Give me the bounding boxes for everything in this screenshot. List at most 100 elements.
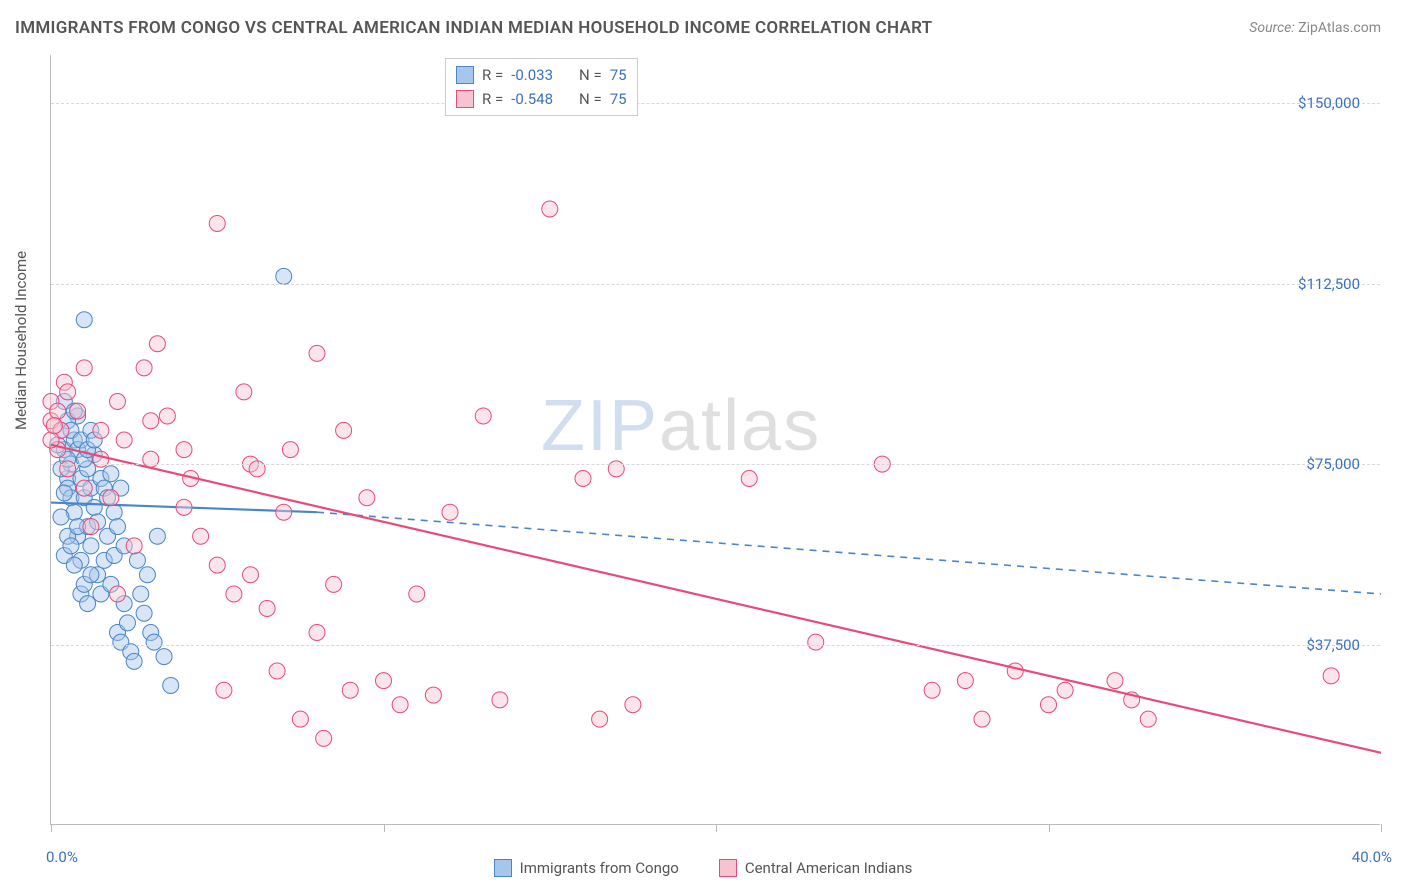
data-point bbox=[176, 442, 192, 458]
source-attribution: Source: ZipAtlas.com bbox=[1249, 20, 1381, 36]
gridline bbox=[51, 464, 1380, 465]
legend-item: Central American Indians bbox=[719, 859, 913, 877]
data-point bbox=[1323, 668, 1339, 684]
data-point bbox=[193, 528, 209, 544]
data-point bbox=[110, 586, 126, 602]
data-point bbox=[86, 499, 102, 515]
legend-item: Immigrants from Congo bbox=[494, 859, 679, 877]
data-point bbox=[93, 422, 109, 438]
data-point bbox=[56, 485, 72, 501]
data-point bbox=[209, 215, 225, 231]
data-point bbox=[309, 345, 325, 361]
legend-swatch bbox=[456, 66, 474, 84]
data-point bbox=[282, 442, 298, 458]
trend-line-dashed bbox=[317, 512, 1381, 594]
data-point bbox=[592, 711, 608, 727]
data-point bbox=[70, 403, 86, 419]
data-point bbox=[1057, 682, 1073, 698]
data-point bbox=[66, 557, 82, 573]
data-point bbox=[276, 504, 292, 520]
data-point bbox=[76, 360, 92, 376]
data-point bbox=[76, 312, 92, 328]
data-point bbox=[342, 682, 358, 698]
data-point bbox=[409, 586, 425, 602]
data-point bbox=[575, 471, 591, 487]
data-point bbox=[1007, 663, 1023, 679]
gridline bbox=[51, 284, 1380, 285]
x-tick bbox=[1381, 824, 1382, 832]
x-tick bbox=[51, 824, 52, 832]
data-point bbox=[133, 586, 149, 602]
data-point bbox=[129, 552, 145, 568]
y-axis-label: Median Household Income bbox=[12, 251, 30, 430]
data-point bbox=[492, 692, 508, 708]
data-point bbox=[326, 576, 342, 592]
data-point bbox=[276, 268, 292, 284]
correlation-legend: R =-0.033N =75R =-0.548N =75 bbox=[445, 58, 638, 116]
plot-area: ZIPatlas $37,500$75,000$112,500$150,000 bbox=[50, 55, 1380, 825]
data-point bbox=[110, 394, 126, 410]
chart-container: IMMIGRANTS FROM CONGO VS CENTRAL AMERICA… bbox=[0, 0, 1406, 892]
n-value: 75 bbox=[610, 66, 627, 84]
data-point bbox=[442, 504, 458, 520]
data-point bbox=[974, 711, 990, 727]
data-point bbox=[209, 557, 225, 573]
correlation-row: R =-0.548N =75 bbox=[456, 87, 627, 111]
data-point bbox=[106, 504, 122, 520]
data-point bbox=[76, 480, 92, 496]
series-legend: Immigrants from Congo Central American In… bbox=[0, 859, 1406, 877]
data-point bbox=[136, 605, 152, 621]
data-point bbox=[625, 697, 641, 713]
data-point bbox=[159, 408, 175, 424]
legend-label: Immigrants from Congo bbox=[520, 859, 679, 877]
data-point bbox=[316, 730, 332, 746]
legend-swatch bbox=[494, 859, 512, 877]
r-label: R = bbox=[482, 66, 503, 84]
data-point bbox=[80, 596, 96, 612]
gridline bbox=[51, 645, 1380, 646]
data-point bbox=[176, 499, 192, 515]
data-point bbox=[83, 519, 99, 535]
legend-label: Central American Indians bbox=[745, 859, 913, 877]
source-label: Source: bbox=[1249, 20, 1294, 36]
data-point bbox=[83, 567, 99, 583]
data-point bbox=[149, 336, 165, 352]
data-point bbox=[110, 519, 126, 535]
n-label: N = bbox=[579, 90, 602, 108]
data-point bbox=[60, 384, 76, 400]
data-point bbox=[46, 418, 62, 434]
data-point bbox=[741, 471, 757, 487]
data-point bbox=[53, 509, 69, 525]
data-point bbox=[126, 538, 142, 554]
n-value: 75 bbox=[610, 90, 627, 108]
legend-swatch bbox=[719, 859, 737, 877]
data-point bbox=[149, 528, 165, 544]
data-point bbox=[924, 682, 940, 698]
data-point bbox=[163, 677, 179, 693]
x-min-label: 0.0% bbox=[46, 848, 78, 866]
y-tick-label: $75,000 bbox=[1306, 455, 1360, 473]
correlation-row: R =-0.033N =75 bbox=[456, 63, 627, 87]
data-point bbox=[1140, 711, 1156, 727]
n-label: N = bbox=[579, 66, 602, 84]
data-point bbox=[139, 567, 155, 583]
y-tick-label: $37,500 bbox=[1306, 636, 1360, 654]
data-point bbox=[156, 649, 172, 665]
r-value: -0.548 bbox=[511, 90, 553, 108]
x-tick bbox=[384, 824, 385, 832]
data-point bbox=[425, 687, 441, 703]
data-point bbox=[1107, 673, 1123, 689]
data-point bbox=[309, 625, 325, 641]
data-point bbox=[116, 432, 132, 448]
data-point bbox=[957, 673, 973, 689]
data-point bbox=[236, 384, 252, 400]
x-tick bbox=[1049, 824, 1050, 832]
data-point bbox=[136, 360, 152, 376]
x-tick bbox=[716, 824, 717, 832]
y-tick-label: $150,000 bbox=[1298, 94, 1360, 112]
data-point bbox=[126, 653, 142, 669]
trend-line bbox=[51, 445, 1381, 753]
data-point bbox=[103, 490, 119, 506]
x-max-label: 40.0% bbox=[1352, 848, 1392, 866]
data-point bbox=[83, 538, 99, 554]
